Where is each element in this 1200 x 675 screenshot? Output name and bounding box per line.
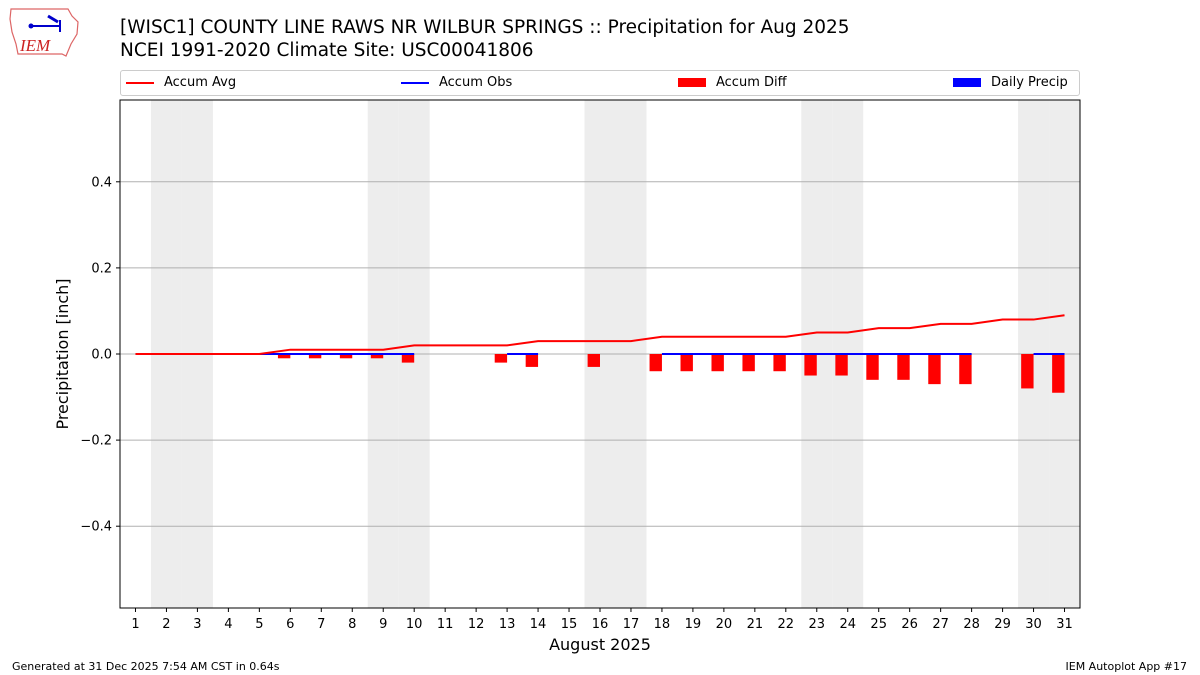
x-tick-label: 19 (685, 617, 702, 632)
legend-swatch-daily (953, 78, 981, 87)
accum-diff-bar (897, 354, 910, 380)
legend-swatch-avg (126, 81, 154, 84)
x-tick-label: 11 (437, 617, 454, 632)
accum-diff-bar (680, 354, 693, 372)
svg-text:IEM: IEM (19, 36, 51, 55)
x-tick-label: 28 (963, 617, 980, 632)
x-tick-label: 18 (654, 617, 671, 632)
x-tick-label: 5 (255, 617, 263, 632)
accum-diff-bar (835, 354, 848, 376)
x-tick-label: 10 (406, 617, 423, 632)
accum-diff-bar (339, 354, 353, 359)
generated-note: Generated at 31 Dec 2025 7:54 AM CST in … (12, 660, 280, 673)
accum-diff-bar (401, 354, 415, 363)
legend-accum-obs: Accum Obs (401, 75, 512, 90)
legend-label: Accum Obs (439, 75, 513, 90)
x-tick-label: 8 (348, 617, 356, 632)
accum-diff-bar (1052, 354, 1065, 393)
x-tick-label: 16 (592, 617, 609, 632)
y-tick-label: 0.4 (91, 175, 112, 190)
x-tick-label: 17 (623, 617, 640, 632)
legend-daily-precip: Daily Precip (953, 75, 1068, 90)
x-tick-label: 20 (716, 617, 733, 632)
y-axis-label: Precipitation [inch] (53, 278, 72, 429)
accum-diff-bar (277, 354, 291, 359)
accum-diff-bar (649, 354, 662, 372)
x-tick-label: 6 (286, 617, 294, 632)
x-tick-label: 25 (870, 617, 887, 632)
accum-diff-bar (773, 354, 786, 372)
y-tick-label: −0.4 (80, 520, 112, 535)
x-tick-label: 22 (778, 617, 795, 632)
legend: Accum Avg Accum Obs Accum Diff Daily Pre… (120, 70, 1080, 96)
legend-swatch-obs (401, 81, 429, 84)
x-axis-label: August 2025 (549, 635, 651, 654)
x-tick-label: 31 (1056, 617, 1073, 632)
chart-subtitle: NCEI 1991-2020 Climate Site: USC00041806 (120, 40, 534, 61)
y-tick-label: −0.2 (80, 434, 112, 449)
x-tick-label: 2 (162, 617, 170, 632)
accum-diff-bar (308, 354, 322, 359)
legend-label: Daily Precip (991, 75, 1068, 90)
x-tick-label: 15 (561, 617, 578, 632)
iem-logo: IEM (9, 8, 79, 57)
plot-frame (119, 99, 1081, 609)
accum-diff-bar (370, 354, 384, 359)
x-tick-label: 7 (317, 617, 325, 632)
x-tick-label: 30 (1025, 617, 1042, 632)
accum-diff-bar (525, 354, 539, 367)
legend-label: Accum Diff (716, 75, 787, 90)
accum-diff-bar (866, 354, 879, 380)
y-tick-label: 0.2 (91, 261, 112, 276)
legend-accum-avg: Accum Avg (126, 75, 236, 90)
accum-diff-bar (711, 354, 724, 372)
accum-diff-bar (959, 354, 972, 385)
x-tick-label: 12 (468, 617, 485, 632)
x-tick-label: 9 (379, 617, 387, 632)
x-tick-label: 24 (839, 617, 856, 632)
accum-diff-bar (587, 354, 600, 367)
x-tick-label: 27 (932, 617, 949, 632)
x-tick-label: 13 (499, 617, 516, 632)
x-tick-label: 14 (530, 617, 547, 632)
x-tick-label: 3 (193, 617, 201, 632)
legend-accum-diff: Accum Diff (678, 75, 787, 90)
legend-swatch-diff (678, 78, 706, 87)
accum-diff-bar (1021, 354, 1034, 389)
legend-label: Accum Avg (164, 75, 237, 90)
chart-title: [WISC1] COUNTY LINE RAWS NR WILBUR SPRIN… (120, 17, 850, 38)
x-tick-label: 26 (901, 617, 918, 632)
accum-diff-bar (928, 354, 941, 385)
x-tick-label: 21 (747, 617, 764, 632)
accum-diff-bar (804, 354, 817, 376)
x-tick-label: 23 (809, 617, 826, 632)
accum-avg-line (135, 314, 1065, 355)
x-tick-label: 29 (994, 617, 1011, 632)
accum-diff-bar (742, 354, 755, 372)
y-tick-label: 0.0 (91, 348, 112, 363)
x-tick-label: 1 (131, 617, 139, 632)
accum-diff-bar (494, 354, 508, 363)
app-note: IEM Autoplot App #17 (1065, 660, 1188, 673)
x-tick-label: 4 (224, 617, 232, 632)
